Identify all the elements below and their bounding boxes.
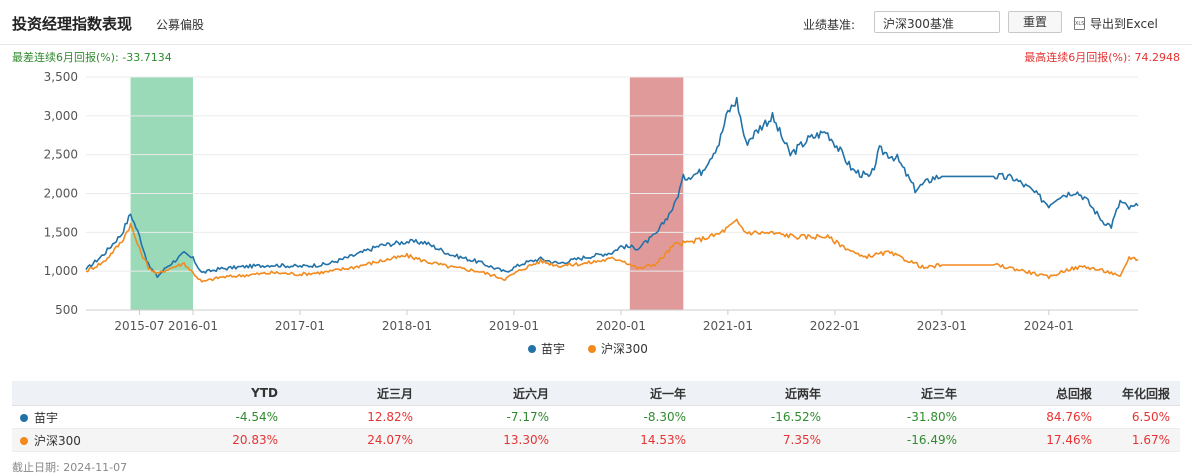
export-excel-button[interactable]: XLS 导出到Excel <box>1074 15 1158 32</box>
col-header-3m: 近三月 <box>288 381 423 406</box>
cell-value: 13.30% <box>423 428 559 452</box>
col-header-total: 总回报 <box>967 381 1102 406</box>
col-header-1y: 近一年 <box>559 381 696 406</box>
table-row: 苗宇 -4.54% 12.82% -7.17% -8.30% -16.52% -31.80%… <box>12 405 1180 429</box>
row-name-label: 苗宇 <box>34 410 59 425</box>
page-title: 投资经理指数表现 <box>12 15 133 33</box>
cell-value: 12.82% <box>288 405 423 429</box>
cell-value: 1.67% <box>1102 428 1180 452</box>
as-of-date: 截止日期: 2024-11-07 <box>12 461 128 474</box>
performance-chart: 3,500 3,000 2,500 2,000 1,500 1,000 500 2015-07… <box>44 70 1139 356</box>
cell-value: 17.46% <box>967 428 1102 452</box>
col-header-ytd: YTD <box>148 381 288 406</box>
fund-category-label: 公募偏股 <box>156 18 205 32</box>
row-name: 苗宇 <box>12 405 148 429</box>
worst-6m-return: 最差连续6月回报(%): -33.7134 <box>12 51 172 64</box>
legend-label-hs300: 沪深300 <box>601 342 648 356</box>
best-6m-return: 最高连续6月回报(%): 74.2948 <box>1024 51 1180 64</box>
benchmark-input[interactable]: 沪深300基准 <box>874 11 1000 33</box>
legend-label-miaoyu: 苗宇 <box>541 342 565 356</box>
cell-value: -16.49% <box>831 428 967 452</box>
y-tick-label: 500 <box>55 303 78 317</box>
x-tick-label: 2018-01 <box>382 319 432 333</box>
y-tick-label: 3,500 <box>44 70 78 84</box>
xls-file-icon: XLS <box>1074 17 1085 30</box>
x-tick-label: 2019-01 <box>489 319 539 333</box>
series-dot-icon <box>20 414 28 422</box>
legend-dot-icon <box>588 345 596 353</box>
reset-button[interactable]: 重置 <box>1008 11 1062 33</box>
export-label: 导出到Excel <box>1090 17 1158 31</box>
cell-value: 20.83% <box>148 428 288 452</box>
x-tick-label: 2017-01 <box>275 319 325 333</box>
row-name: 沪深300 <box>12 428 148 452</box>
series-line-hs300 <box>85 218 1139 283</box>
series-dot-icon <box>20 437 28 445</box>
col-header-annual: 年化回报 <box>1102 381 1180 406</box>
panel-header: 投资经理指数表现 公募偏股 业绩基准: 沪深300基准 重置 XLS 导出到Ex… <box>0 0 1192 45</box>
cell-value: 7.35% <box>696 428 831 452</box>
x-tick-label: 2016-01 <box>168 319 218 333</box>
cell-value: 84.76% <box>967 405 1102 429</box>
y-tick-label: 2,500 <box>44 148 78 162</box>
cell-value: -8.30% <box>559 405 696 429</box>
x-tick-label: 2024-01 <box>1024 319 1074 333</box>
x-tick-label: 2023-01 <box>917 319 967 333</box>
cell-value: 6.50% <box>1102 405 1180 429</box>
cell-value: -7.17% <box>423 405 559 429</box>
x-tick-label: 2022-01 <box>810 319 860 333</box>
cell-value: 24.07% <box>288 428 423 452</box>
col-header-6m: 近六月 <box>423 381 559 406</box>
table-header-row: YTD 近三月 近六月 近一年 近两年 近三年 总回报 年化回报 <box>12 381 1180 406</box>
row-name-label: 沪深300 <box>34 433 81 448</box>
col-header-name <box>12 381 148 406</box>
returns-table: YTD 近三月 近六月 近一年 近两年 近三年 总回报 年化回报 苗宇 -4.54… <box>12 381 1180 452</box>
series-line-miaoyu <box>85 96 1139 279</box>
x-tick-label: 2021-01 <box>703 319 753 333</box>
y-tick-label: 2,000 <box>44 187 78 201</box>
cell-value: -31.80% <box>831 405 967 429</box>
y-tick-label: 1,500 <box>44 225 78 239</box>
x-tick-label: 2020-01 <box>596 319 646 333</box>
cell-value: -4.54% <box>148 405 288 429</box>
y-tick-label: 1,000 <box>44 264 78 278</box>
benchmark-label: 业绩基准: <box>803 18 856 32</box>
legend-dot-icon <box>528 345 536 353</box>
cell-value: -16.52% <box>696 405 831 429</box>
cell-value: 14.53% <box>559 428 696 452</box>
col-header-3y: 近三年 <box>831 381 967 406</box>
x-tick-label: 2015-07 <box>114 319 164 333</box>
y-tick-label: 3,000 <box>44 109 78 123</box>
table-row: 沪深300 20.83% 24.07% 13.30% 14.53% 7.35% -16.49… <box>12 428 1180 452</box>
col-header-2y: 近两年 <box>696 381 831 406</box>
